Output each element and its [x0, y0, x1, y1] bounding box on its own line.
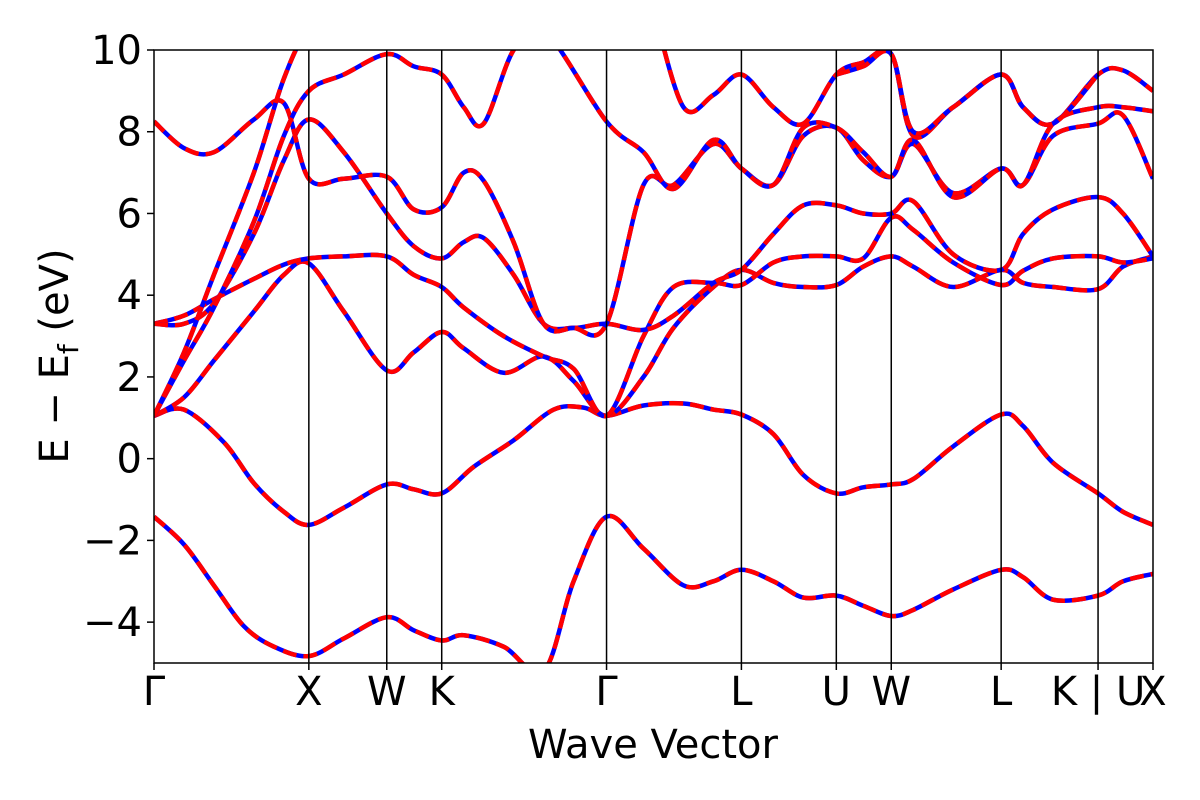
y-axis-label-main: E − E — [32, 354, 78, 464]
kpoint-lines — [308, 50, 1099, 663]
x-tick-label-2: W — [367, 669, 407, 715]
x-tick-label-6: U — [822, 669, 851, 715]
y-axis-label-sub: f — [52, 343, 85, 354]
band-4-solid — [154, 117, 1153, 333]
plot-frame — [153, 49, 1154, 664]
band-0-solid — [154, 513, 1153, 663]
band-2-dashed — [154, 254, 1153, 419]
band-2-solid — [154, 254, 1153, 419]
band-9-dashed — [835, 50, 1100, 136]
y-tick-label-6: −2 — [83, 518, 142, 564]
x-tick-label-0: Γ — [143, 669, 166, 715]
y-axis-label: E − Ef (eV) — [32, 248, 85, 463]
y-tick-label-2: 6 — [117, 191, 142, 237]
band-4-dashed — [154, 117, 1153, 333]
y-tick-label-0: 10 — [91, 28, 142, 74]
x-tick-label-9: K | U — [1051, 669, 1145, 715]
y-tick-label-5: 0 — [117, 437, 142, 483]
x-tick-label-4: Γ — [595, 669, 618, 715]
band-5-solid — [154, 98, 1153, 338]
y-tick-label-4: 2 — [117, 355, 142, 401]
x-tick-label-7: W — [871, 669, 911, 715]
band-3-dashed — [154, 214, 1153, 419]
band-5-dashed — [154, 98, 1153, 338]
band-7-dashed — [154, 50, 299, 417]
x-axis-label: Wave Vector — [528, 722, 779, 768]
y-tick-label-7: −4 — [83, 600, 142, 646]
x-tick-label-5: L — [730, 669, 753, 715]
y-axis-ticks: 10 8 6 4 2 0 −2 −4 — [83, 28, 154, 646]
band-1-dashed — [154, 400, 1153, 528]
x-tick-label-10: X — [1139, 669, 1166, 715]
y-axis-label-unit: (eV) — [32, 248, 78, 344]
band-8-solid — [661, 50, 1153, 140]
band-9-solid — [835, 50, 1100, 136]
band-8-dashed — [661, 50, 1153, 140]
x-tick-label-1: X — [295, 669, 322, 715]
band-0-dashed — [154, 513, 1153, 663]
x-tick-label-8: L — [990, 669, 1013, 715]
y-tick-label-3: 4 — [117, 273, 142, 319]
x-tick-label-3: K — [429, 669, 457, 715]
y-tick-label-1: 8 — [117, 110, 142, 156]
bands-layer — [154, 50, 1153, 663]
band-1-solid — [154, 400, 1153, 528]
